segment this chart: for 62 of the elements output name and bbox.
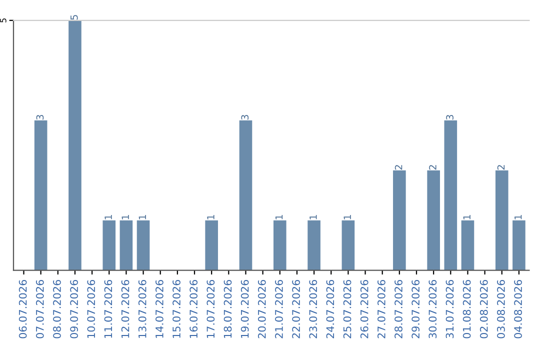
bar	[512, 220, 526, 270]
bar	[427, 170, 440, 270]
data-label: 2	[394, 165, 402, 170]
bar	[273, 220, 286, 270]
x-tick-label: 21.07.2026	[275, 280, 283, 338]
x-tick-label: 03.08.2026	[497, 280, 505, 338]
x-tick-label: 08.07.2026	[53, 280, 61, 338]
x-tick-label: 28.07.2026	[394, 280, 402, 338]
x-tick-label: 20.07.2026	[258, 280, 266, 338]
bar	[342, 220, 355, 270]
data-label: 5	[70, 15, 78, 20]
bar	[68, 20, 82, 270]
x-tick-label: 29.07.2026	[412, 280, 420, 338]
x-tick-label: 25.07.2026	[343, 280, 352, 338]
bar	[308, 220, 320, 270]
x-tick-label: 10.07.2026	[87, 280, 96, 338]
data-label: 1	[104, 215, 112, 220]
x-tick-label: 31.07.2026	[446, 280, 454, 338]
x-tick-label: 02.08.2026	[480, 280, 488, 338]
x-tick-label: 30.07.2026	[428, 280, 437, 338]
x-tick-label: 04.08.2026	[514, 280, 522, 338]
data-label: 1	[514, 215, 522, 220]
bar	[461, 220, 474, 270]
x-tick-label: 13.07.2026	[138, 280, 146, 338]
bar	[239, 120, 252, 270]
bar	[120, 220, 133, 270]
x-tick-label: 22.07.2026	[292, 280, 300, 338]
x-tick-label: 24.07.2026	[326, 280, 334, 338]
bar	[205, 220, 218, 270]
x-tick-label: 11.07.2026	[104, 280, 112, 338]
x-tick-label: 19.07.2026	[240, 280, 249, 338]
bar	[34, 120, 48, 270]
x-tick-label: 12.07.2026	[121, 280, 130, 338]
x-tick-label: 09.07.2026	[70, 280, 78, 338]
data-label: 1	[463, 215, 470, 220]
bar	[102, 220, 116, 270]
x-tick-label: 17.07.2026	[206, 280, 215, 338]
x-tick-label: 18.07.2026	[224, 280, 232, 338]
data-label: 1	[138, 215, 146, 220]
data-label: 3	[36, 114, 44, 120]
data-label: 2	[429, 165, 436, 170]
x-tick-label: 26.07.2026	[360, 280, 368, 338]
x-tick-label: 06.07.2026	[18, 280, 27, 338]
data-label: 1	[207, 215, 214, 220]
bar	[136, 220, 150, 270]
data-label: 1	[310, 215, 317, 220]
data-label: 3	[241, 114, 249, 120]
x-tick-label: 14.07.2026	[156, 280, 164, 338]
data-label: 3	[446, 114, 454, 120]
data-label: 1	[344, 215, 351, 220]
x-tick-label: 15.07.2026	[172, 280, 180, 338]
data-label: 1	[122, 215, 129, 220]
data-label: 2	[497, 165, 505, 170]
bar	[495, 170, 508, 270]
bar	[444, 120, 458, 270]
x-tick-label: 23.07.2026	[309, 280, 318, 338]
x-tick-label: 16.07.2026	[190, 280, 198, 338]
data-label: 1	[275, 215, 283, 220]
x-tick-label: 07.07.2026	[36, 280, 44, 338]
x-tick-label: 01.08.2026	[462, 280, 471, 338]
x-tick-label: 27.07.2026	[377, 280, 386, 338]
bar	[393, 170, 406, 270]
